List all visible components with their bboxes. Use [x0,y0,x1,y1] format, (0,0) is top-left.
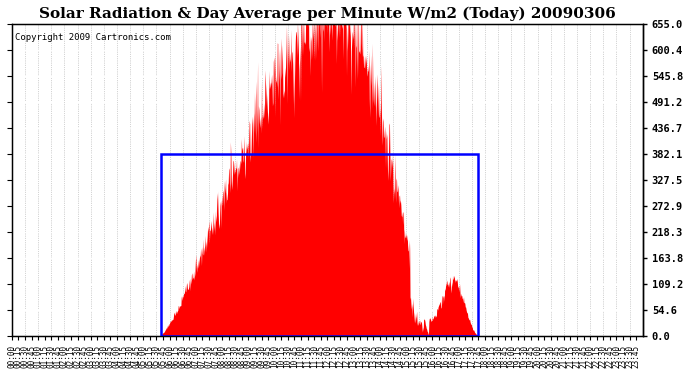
Bar [161,154,478,336]
Title: Solar Radiation & Day Average per Minute W/m2 (Today) 20090306: Solar Radiation & Day Average per Minute… [39,7,615,21]
Text: Copyright 2009 Cartronics.com: Copyright 2009 Cartronics.com [15,33,171,42]
